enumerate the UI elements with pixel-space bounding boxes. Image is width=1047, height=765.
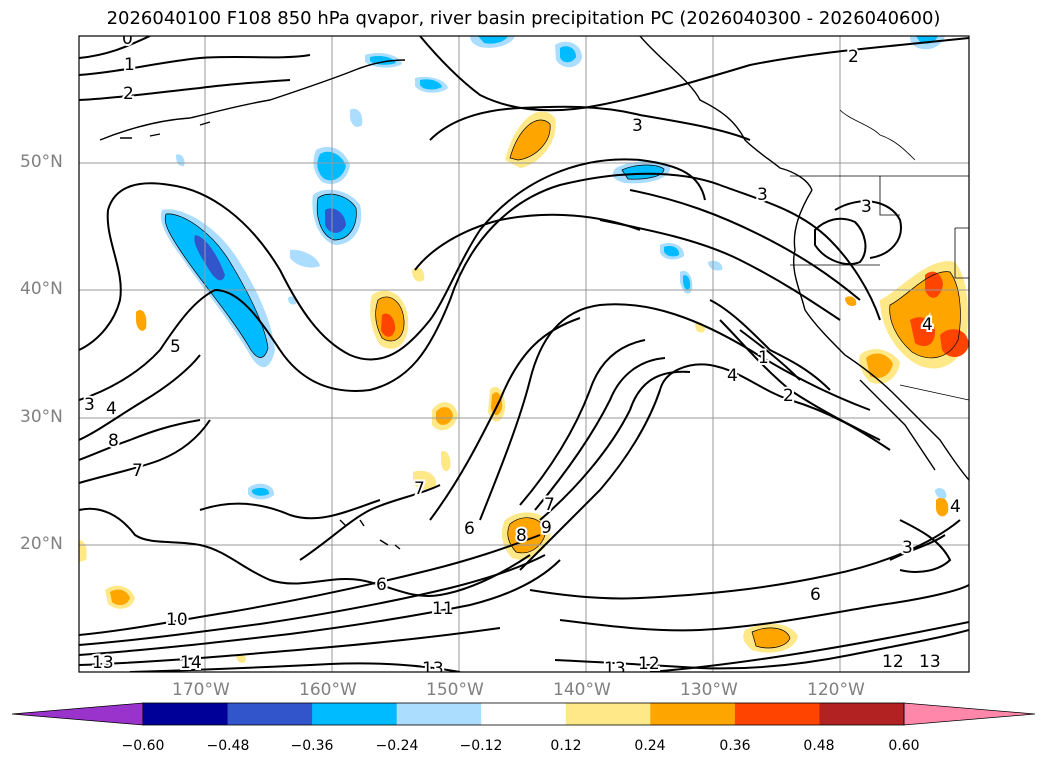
contour-label: 2 xyxy=(123,84,134,104)
lat-label-40n: 40°N xyxy=(20,279,63,299)
colorbar-tick: 0.24 xyxy=(634,738,666,754)
contour-label: 7 xyxy=(414,479,425,499)
contour-label: 6 xyxy=(376,575,387,595)
contour-label: 10 xyxy=(166,610,188,630)
contour-label: 3 xyxy=(861,197,872,217)
map-frame xyxy=(78,35,970,673)
colorbar-tick: −0.12 xyxy=(459,738,503,754)
contour-label: 13 xyxy=(422,659,444,679)
contour-label: 8 xyxy=(108,431,119,451)
colorbar-tick: −0.60 xyxy=(121,738,165,754)
shading-outlines xyxy=(164,119,961,649)
lon-label-160w: 160°W xyxy=(299,680,357,700)
lat-label-20n: 20°N xyxy=(20,534,63,554)
coastlines xyxy=(99,36,969,550)
lon-label-170w: 170°W xyxy=(172,680,230,700)
contour-label: 8 xyxy=(516,526,527,546)
contour-label: 6 xyxy=(810,585,821,605)
contour-label: 13 xyxy=(92,653,114,673)
contour-label: 0 xyxy=(122,29,133,49)
contour-label: 14 xyxy=(180,653,202,673)
contour-label: 1 xyxy=(758,348,769,368)
lon-label-120w: 120°W xyxy=(807,680,865,700)
contour-label: 2 xyxy=(783,386,794,406)
contour-label: 4 xyxy=(727,366,738,386)
colorbar-extend-min xyxy=(11,702,144,726)
colorbar-tick: 0.36 xyxy=(719,738,751,754)
contour-label: 5 xyxy=(170,337,181,357)
colorbar-tick: −0.24 xyxy=(375,738,419,754)
contour-label: 4 xyxy=(922,315,933,335)
colorbar-cell xyxy=(396,703,482,725)
contour-label: 12 xyxy=(882,652,904,672)
contour-label: 3 xyxy=(902,538,913,558)
contour-label: 4 xyxy=(106,399,117,419)
contour-label: 3 xyxy=(632,116,643,136)
lon-label-130w: 130°W xyxy=(680,680,738,700)
colorbar xyxy=(11,702,1036,726)
positive-precip-areas xyxy=(79,111,969,663)
colorbar-cell xyxy=(734,703,820,725)
contour-label: 7 xyxy=(132,461,143,481)
contour-label: 13 xyxy=(919,652,941,672)
colorbar-cell xyxy=(143,703,229,725)
contour-label: 2 xyxy=(848,47,859,67)
colorbar-extend-max xyxy=(903,702,1036,726)
contour-label: 9 xyxy=(541,518,552,538)
colorbar-cell xyxy=(650,703,736,725)
qvapor-contours xyxy=(79,36,969,672)
colorbar-cell xyxy=(565,703,651,725)
contour-label: 1 xyxy=(124,55,135,75)
contour-label: 12 xyxy=(638,654,660,674)
contour-label: 3 xyxy=(757,185,768,205)
colorbar-tick: 0.12 xyxy=(550,738,582,754)
negative-precip-areas xyxy=(160,36,947,500)
colorbar-cell xyxy=(312,703,398,725)
map-title: 2026040100 F108 850 hPa qvapor, river ba… xyxy=(106,8,941,29)
lon-label-140w: 140°W xyxy=(553,680,611,700)
lon-label-150w: 150°W xyxy=(426,680,484,700)
contour-label: 11 xyxy=(432,599,454,619)
lat-label-30n: 30°N xyxy=(20,407,63,427)
colorbar-cell xyxy=(481,703,567,725)
contour-label: 4 xyxy=(950,497,961,517)
contour-label: 7 xyxy=(544,495,555,515)
colorbar-cell xyxy=(227,703,313,725)
political-borders xyxy=(790,109,969,401)
contour-label: 13 xyxy=(604,659,626,679)
contour-label: 3 xyxy=(84,395,95,415)
colorbar-tick: 0.60 xyxy=(888,738,920,754)
graticule xyxy=(79,36,969,672)
colorbar-tick: −0.48 xyxy=(206,738,250,754)
lat-label-50n: 50°N xyxy=(20,152,63,172)
contour-label: 6 xyxy=(464,519,475,539)
colorbar-tick: 0.48 xyxy=(803,738,835,754)
colorbar-cell xyxy=(819,703,905,725)
colorbar-tick: −0.36 xyxy=(290,738,334,754)
